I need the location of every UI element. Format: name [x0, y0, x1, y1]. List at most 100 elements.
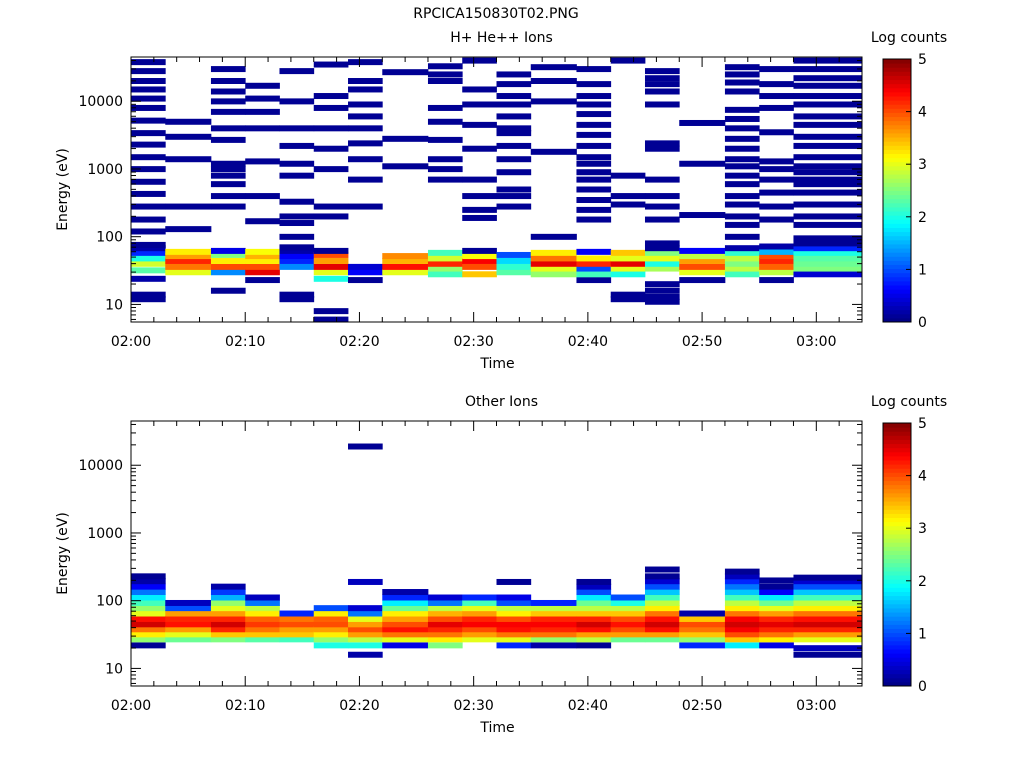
x-tick-label: 02:40	[568, 698, 608, 714]
colorbar-segment	[883, 464, 911, 469]
heatmap-cell	[210, 621, 246, 628]
heatmap-cell	[644, 589, 680, 596]
heatmap-cell	[530, 78, 577, 84]
heatmap-cell	[427, 176, 463, 183]
heatmap-cell	[382, 269, 429, 276]
heatmap-cell	[759, 93, 794, 100]
heatmap-cell	[427, 594, 463, 601]
heatmap-cell	[576, 277, 612, 284]
heatmap-cell	[724, 636, 760, 643]
heatmap-cell	[724, 221, 760, 228]
heatmap-cell	[313, 626, 349, 633]
colorbar-segment	[883, 488, 911, 494]
heatmap-cell	[382, 626, 429, 633]
heatmap-cell	[496, 251, 532, 258]
colorbar-segment	[883, 268, 911, 274]
heatmap-cell	[131, 291, 166, 298]
y-axis-label: Energy (eV)	[55, 148, 71, 231]
heatmap-cell	[610, 626, 646, 633]
heatmap-cell	[165, 269, 212, 276]
heatmap-cell	[530, 615, 577, 622]
heatmap-cell	[724, 106, 760, 113]
colorbar-segment	[883, 636, 911, 642]
heatmap-cell	[131, 245, 166, 252]
heatmap-cell	[496, 186, 532, 193]
heatmap-cell	[348, 651, 383, 658]
heatmap-cell	[210, 88, 246, 95]
colorbar-segment	[883, 132, 911, 138]
colorbar-segment	[883, 529, 911, 535]
heatmap-cell	[793, 574, 863, 581]
heatmap-cell	[210, 108, 246, 115]
heatmap-cell	[382, 163, 429, 170]
heatmap-cell	[313, 166, 349, 173]
heatmap-cell	[644, 81, 680, 88]
heatmap-cell	[279, 98, 315, 105]
heatmap-cell	[724, 125, 760, 132]
heatmap-cell	[530, 271, 577, 278]
colorbar-tick-label: 2	[918, 574, 927, 590]
heatmap-cell	[313, 213, 349, 220]
heatmap-cell	[210, 257, 246, 264]
heatmap-cell	[165, 118, 212, 125]
x-tick-label: 03:00	[796, 334, 836, 350]
heatmap-cell	[610, 636, 646, 643]
heatmap-cell	[576, 154, 612, 161]
heatmap-cell	[427, 605, 463, 612]
colorbar-segment	[883, 538, 911, 543]
heatmap-cell	[793, 621, 863, 628]
colorbar-tick-label: 3	[918, 521, 927, 537]
heatmap-cell	[679, 160, 726, 167]
heatmap-cell	[724, 145, 760, 152]
heatmap-cell	[793, 66, 863, 73]
heatmap-cell	[210, 166, 246, 173]
heatmap-cell	[131, 589, 166, 596]
heatmap-cell	[462, 247, 497, 254]
heatmap-cell	[759, 583, 794, 590]
colorbar-segment	[883, 186, 911, 191]
x-tick-label: 02:10	[225, 334, 265, 350]
heatmap-cell	[576, 93, 612, 100]
colorbar-segment	[883, 587, 911, 592]
heatmap-cell	[576, 142, 612, 149]
heatmap-cell	[348, 86, 383, 93]
heatmap-cell	[165, 257, 212, 264]
heatmap-cell	[576, 610, 612, 617]
heatmap-cell	[724, 599, 760, 606]
heatmap-cell	[245, 605, 280, 612]
heatmap-cell	[610, 291, 646, 298]
colorbar-segment	[883, 476, 911, 482]
heatmap-cell	[382, 636, 429, 643]
heatmap-cell	[462, 206, 497, 213]
heatmap-cell	[724, 181, 760, 188]
heatmap-cell	[279, 291, 315, 298]
heatmap-cell	[382, 642, 429, 649]
heatmap-cell	[576, 255, 612, 262]
colorbar-segment	[883, 231, 911, 237]
heatmap-cell	[793, 213, 863, 220]
heatmap-cell	[165, 610, 212, 617]
heatmap-cell	[313, 615, 349, 622]
heatmap-cell	[610, 599, 646, 606]
colorbar-segment	[883, 289, 911, 294]
heatmap-cell	[793, 645, 863, 652]
heatmap-cell	[348, 605, 383, 612]
heatmap-cell	[793, 605, 863, 612]
colorbar-tick-label: 4	[918, 469, 927, 485]
x-axis-label: Time	[479, 356, 514, 372]
heatmap-cell	[793, 626, 863, 633]
heatmap-cell	[427, 260, 463, 267]
heatmap-cell	[210, 583, 246, 590]
colorbar-segment	[883, 599, 911, 605]
heatmap-cell	[610, 172, 646, 179]
heatmap-cell	[644, 88, 680, 95]
heatmap-cell	[610, 296, 646, 303]
heatmap-cell	[427, 631, 463, 638]
heatmap-cell	[131, 642, 166, 649]
colorbar-segment	[883, 501, 911, 506]
heatmap-cell	[679, 277, 726, 284]
heatmap-cell	[576, 265, 612, 272]
colorbar-tick-label: 2	[918, 210, 927, 226]
heatmap-cell	[279, 253, 315, 260]
